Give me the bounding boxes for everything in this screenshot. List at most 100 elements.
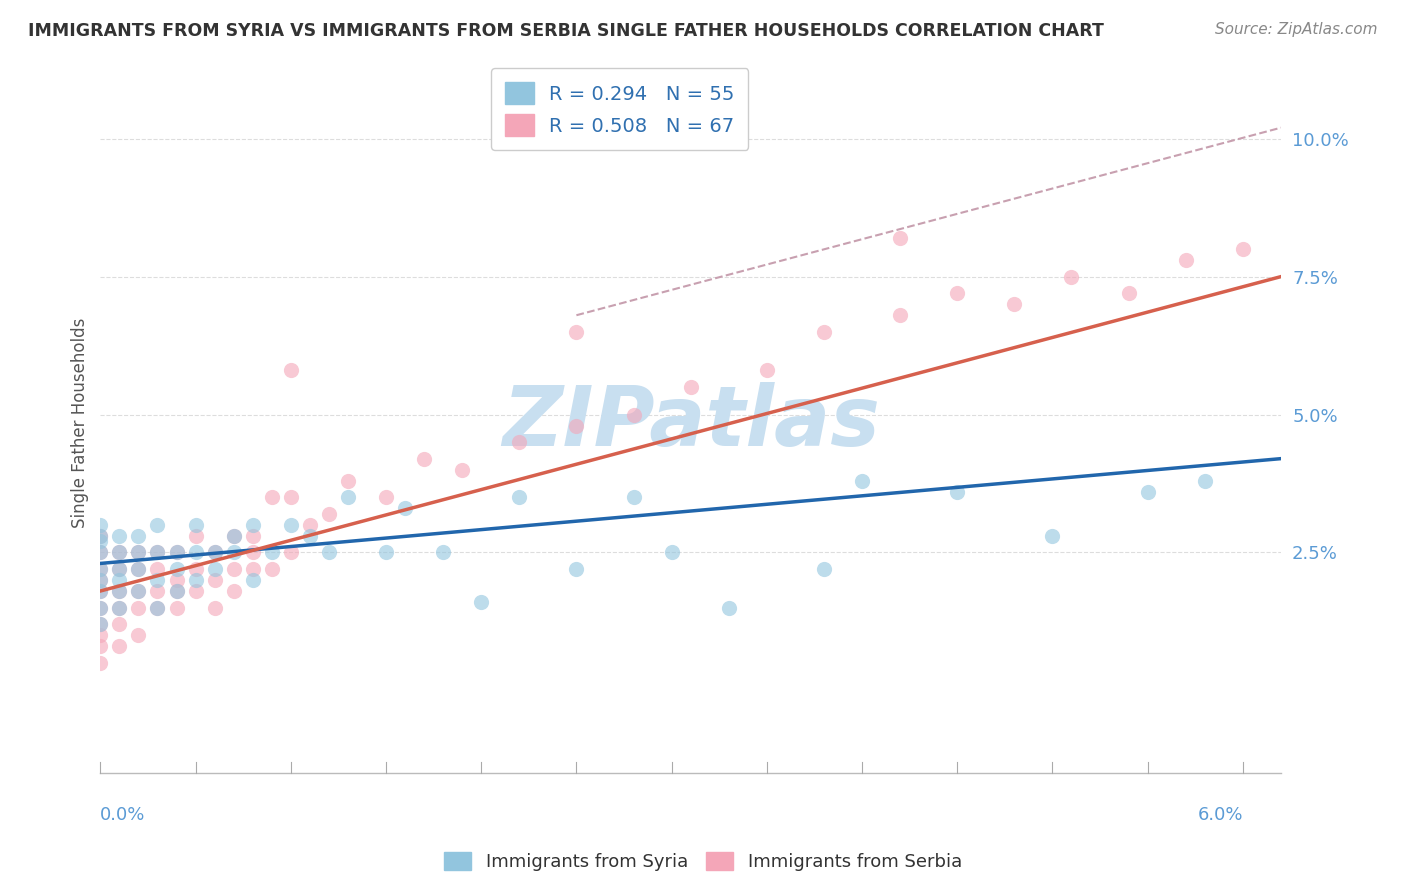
Point bbox=[565, 325, 588, 339]
Point bbox=[623, 408, 645, 422]
Point bbox=[242, 562, 264, 576]
Point bbox=[89, 529, 111, 543]
Text: IMMIGRANTS FROM SYRIA VS IMMIGRANTS FROM SERBIA SINGLE FATHER HOUSEHOLDS CORRELA: IMMIGRANTS FROM SYRIA VS IMMIGRANTS FROM… bbox=[28, 22, 1104, 40]
Point bbox=[204, 562, 226, 576]
Point bbox=[222, 545, 245, 559]
Point bbox=[946, 286, 969, 301]
Point bbox=[336, 490, 359, 504]
Legend: R = 0.294   N = 55, R = 0.508   N = 67: R = 0.294 N = 55, R = 0.508 N = 67 bbox=[491, 69, 748, 150]
Point bbox=[89, 639, 111, 653]
Point bbox=[508, 490, 530, 504]
Point bbox=[127, 529, 149, 543]
Point bbox=[127, 584, 149, 599]
Point bbox=[1060, 269, 1083, 284]
Point bbox=[166, 600, 188, 615]
Point bbox=[508, 435, 530, 450]
Point bbox=[89, 545, 111, 559]
Point bbox=[623, 490, 645, 504]
Point bbox=[204, 545, 226, 559]
Point bbox=[127, 600, 149, 615]
Point bbox=[204, 545, 226, 559]
Point bbox=[661, 545, 683, 559]
Y-axis label: Single Father Households: Single Father Households bbox=[72, 318, 89, 528]
Point bbox=[184, 529, 207, 543]
Point bbox=[146, 600, 169, 615]
Point bbox=[127, 584, 149, 599]
Point bbox=[298, 517, 321, 532]
Point bbox=[242, 545, 264, 559]
Point bbox=[470, 595, 492, 609]
Point bbox=[146, 562, 169, 576]
Point bbox=[166, 562, 188, 576]
Point bbox=[1002, 297, 1025, 311]
Point bbox=[89, 600, 111, 615]
Point bbox=[260, 545, 283, 559]
Point bbox=[1232, 242, 1254, 256]
Point bbox=[260, 490, 283, 504]
Point bbox=[108, 639, 131, 653]
Point bbox=[108, 600, 131, 615]
Point bbox=[413, 451, 436, 466]
Point bbox=[89, 529, 111, 543]
Point bbox=[146, 545, 169, 559]
Point bbox=[280, 490, 302, 504]
Point bbox=[184, 517, 207, 532]
Point bbox=[89, 545, 111, 559]
Point bbox=[813, 562, 835, 576]
Point bbox=[108, 584, 131, 599]
Point bbox=[222, 529, 245, 543]
Point bbox=[108, 600, 131, 615]
Point bbox=[184, 545, 207, 559]
Point bbox=[89, 584, 111, 599]
Point bbox=[394, 501, 416, 516]
Point bbox=[89, 573, 111, 587]
Point bbox=[166, 573, 188, 587]
Point bbox=[375, 490, 398, 504]
Point bbox=[717, 600, 740, 615]
Point bbox=[166, 545, 188, 559]
Point bbox=[146, 600, 169, 615]
Point bbox=[889, 308, 911, 322]
Point bbox=[108, 529, 131, 543]
Point bbox=[108, 545, 131, 559]
Point bbox=[298, 529, 321, 543]
Point bbox=[260, 562, 283, 576]
Point bbox=[89, 600, 111, 615]
Point bbox=[280, 363, 302, 377]
Point bbox=[89, 628, 111, 642]
Point bbox=[127, 562, 149, 576]
Point bbox=[89, 562, 111, 576]
Point bbox=[184, 562, 207, 576]
Point bbox=[755, 363, 778, 377]
Point bbox=[204, 573, 226, 587]
Text: 0.0%: 0.0% bbox=[100, 806, 146, 824]
Point bbox=[127, 545, 149, 559]
Point bbox=[222, 529, 245, 543]
Point bbox=[242, 529, 264, 543]
Point bbox=[89, 617, 111, 632]
Point bbox=[318, 545, 340, 559]
Point bbox=[127, 628, 149, 642]
Text: 6.0%: 6.0% bbox=[1198, 806, 1243, 824]
Point bbox=[108, 562, 131, 576]
Point bbox=[1042, 529, 1064, 543]
Point bbox=[89, 573, 111, 587]
Point bbox=[89, 584, 111, 599]
Point bbox=[89, 562, 111, 576]
Point bbox=[280, 517, 302, 532]
Point bbox=[108, 545, 131, 559]
Point bbox=[166, 545, 188, 559]
Point bbox=[146, 573, 169, 587]
Text: ZIPatlas: ZIPatlas bbox=[502, 383, 880, 463]
Point bbox=[432, 545, 454, 559]
Point bbox=[565, 418, 588, 433]
Point bbox=[204, 600, 226, 615]
Point bbox=[280, 545, 302, 559]
Point bbox=[679, 380, 702, 394]
Point bbox=[222, 584, 245, 599]
Point bbox=[146, 517, 169, 532]
Point bbox=[89, 656, 111, 670]
Point bbox=[108, 617, 131, 632]
Point bbox=[184, 573, 207, 587]
Point bbox=[222, 562, 245, 576]
